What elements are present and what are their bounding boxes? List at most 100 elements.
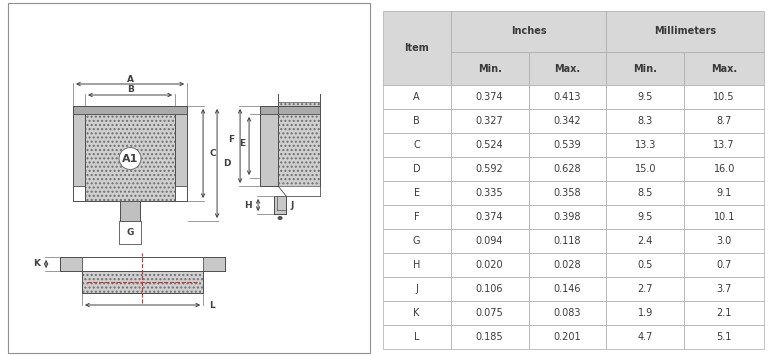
- Text: Millimeters: Millimeters: [654, 26, 717, 36]
- Text: 2.1: 2.1: [717, 308, 732, 318]
- Bar: [684, 134, 764, 157]
- Text: A: A: [127, 74, 134, 84]
- Text: C: C: [209, 149, 216, 158]
- Bar: [607, 85, 684, 109]
- Text: 9.5: 9.5: [637, 93, 653, 103]
- Text: 13.7: 13.7: [713, 140, 735, 150]
- Text: J: J: [415, 284, 418, 294]
- Bar: [528, 229, 607, 253]
- Text: 0.628: 0.628: [554, 164, 581, 174]
- Text: 15.0: 15.0: [634, 164, 656, 174]
- Text: 0.413: 0.413: [554, 93, 581, 103]
- Bar: [607, 52, 684, 85]
- Text: A1: A1: [122, 153, 138, 163]
- Bar: [451, 253, 528, 277]
- Bar: [684, 325, 764, 349]
- Bar: [528, 253, 607, 277]
- Text: 5.1: 5.1: [717, 332, 732, 342]
- Text: 3.7: 3.7: [717, 284, 732, 294]
- Text: L: L: [209, 300, 215, 309]
- Bar: [684, 157, 764, 181]
- Text: 1.9: 1.9: [637, 308, 653, 318]
- Text: 0.592: 0.592: [475, 164, 504, 174]
- Bar: [451, 109, 528, 134]
- Bar: [528, 52, 607, 85]
- Text: Max.: Max.: [711, 63, 737, 74]
- Bar: [382, 325, 451, 349]
- Text: 0.106: 0.106: [476, 284, 503, 294]
- Text: H: H: [413, 260, 420, 270]
- Text: G: G: [127, 228, 134, 237]
- Text: H: H: [244, 200, 252, 209]
- Bar: [607, 134, 684, 157]
- Text: 10.5: 10.5: [713, 93, 735, 103]
- Text: 0.7: 0.7: [717, 260, 732, 270]
- Bar: [528, 85, 607, 109]
- Bar: [120, 201, 140, 221]
- Bar: [607, 157, 684, 181]
- Bar: [684, 52, 764, 85]
- Bar: [607, 277, 684, 301]
- Bar: [203, 257, 225, 271]
- Text: 9.5: 9.5: [637, 212, 653, 222]
- Text: Max.: Max.: [554, 63, 581, 74]
- Bar: [684, 85, 764, 109]
- Bar: [607, 205, 684, 229]
- Bar: [382, 181, 451, 205]
- Text: 0.524: 0.524: [475, 140, 504, 150]
- Bar: [684, 253, 764, 277]
- Bar: [451, 277, 528, 301]
- Text: 9.1: 9.1: [717, 188, 732, 198]
- Bar: [382, 253, 451, 277]
- Text: 0.5: 0.5: [637, 260, 653, 270]
- Text: 0.185: 0.185: [476, 332, 503, 342]
- Text: A: A: [413, 93, 420, 103]
- Text: 4.7: 4.7: [637, 332, 653, 342]
- Bar: [684, 301, 764, 325]
- Text: G: G: [413, 236, 420, 246]
- Text: 0.342: 0.342: [554, 116, 581, 126]
- Bar: [451, 229, 528, 253]
- Text: D: D: [223, 159, 230, 168]
- Bar: [528, 325, 607, 349]
- Bar: [451, 52, 528, 85]
- Bar: [607, 253, 684, 277]
- Text: 0.327: 0.327: [475, 116, 504, 126]
- Text: 2.7: 2.7: [637, 284, 653, 294]
- Text: 0.539: 0.539: [554, 140, 581, 150]
- Bar: [382, 205, 451, 229]
- Bar: [451, 85, 528, 109]
- Bar: [607, 325, 684, 349]
- Text: 3.0: 3.0: [717, 236, 732, 246]
- Bar: [73, 106, 187, 114]
- Text: 10.1: 10.1: [713, 212, 735, 222]
- Bar: [528, 109, 607, 134]
- Bar: [528, 134, 607, 157]
- Bar: [607, 11, 764, 52]
- Bar: [60, 257, 82, 271]
- Bar: [274, 196, 286, 214]
- Text: E: E: [239, 140, 245, 148]
- Bar: [684, 229, 764, 253]
- Text: 8.5: 8.5: [637, 188, 653, 198]
- Bar: [382, 277, 451, 301]
- Text: 0.094: 0.094: [476, 236, 503, 246]
- Bar: [451, 205, 528, 229]
- Bar: [175, 114, 187, 186]
- Text: 0.083: 0.083: [554, 308, 581, 318]
- Bar: [451, 157, 528, 181]
- Text: 0.146: 0.146: [554, 284, 581, 294]
- Bar: [73, 114, 85, 186]
- Bar: [260, 106, 320, 114]
- Text: 2.4: 2.4: [637, 236, 653, 246]
- Text: L: L: [414, 332, 419, 342]
- Text: 0.020: 0.020: [476, 260, 503, 270]
- Bar: [607, 301, 684, 325]
- Bar: [684, 109, 764, 134]
- Text: K: K: [413, 308, 420, 318]
- Text: 8.7: 8.7: [717, 116, 732, 126]
- Bar: [528, 181, 607, 205]
- Text: 16.0: 16.0: [713, 164, 735, 174]
- Text: 8.3: 8.3: [637, 116, 653, 126]
- Bar: [528, 205, 607, 229]
